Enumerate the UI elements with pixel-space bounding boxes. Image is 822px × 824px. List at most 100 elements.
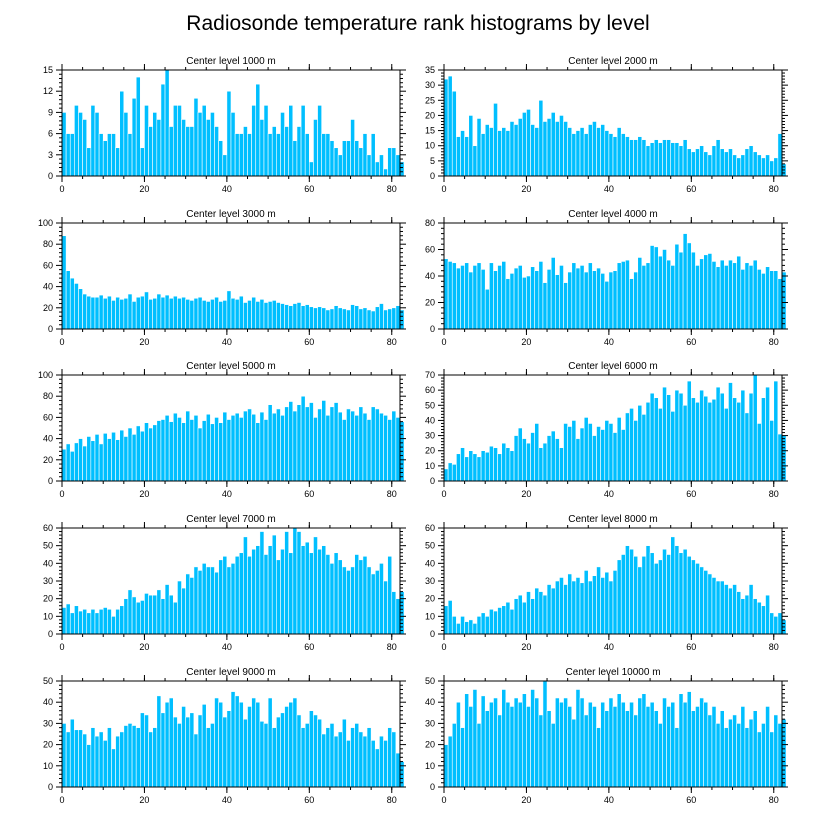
bar (674, 389, 680, 482)
bar (119, 605, 125, 635)
y-tick-label: 0 (48, 629, 53, 639)
bar (177, 417, 182, 482)
bar (366, 309, 372, 330)
bar (682, 404, 688, 482)
bar (752, 710, 758, 788)
bar (391, 410, 397, 482)
bar (526, 275, 531, 330)
bar (201, 105, 207, 177)
bar (193, 414, 199, 482)
bar (674, 243, 680, 330)
bar (107, 608, 112, 635)
y-tick-label: 60 (43, 260, 53, 270)
bar (69, 451, 75, 482)
bar (769, 612, 775, 635)
x-tick-label: 20 (139, 489, 149, 499)
x-tick-label: 20 (521, 795, 531, 805)
bar (592, 575, 597, 635)
bar (587, 423, 593, 482)
bar (484, 124, 490, 177)
bar (94, 434, 100, 482)
bar (337, 307, 343, 330)
bar (571, 420, 577, 482)
bar (337, 559, 343, 635)
bar (559, 577, 564, 635)
bar (567, 426, 573, 482)
bar (230, 414, 236, 482)
bar (728, 587, 733, 635)
bar (513, 267, 519, 330)
bar (288, 552, 294, 635)
bar (538, 447, 544, 482)
bar (288, 105, 294, 177)
bar (98, 731, 104, 788)
bar (350, 410, 355, 482)
bar (226, 566, 232, 635)
bar (267, 697, 273, 788)
y-tick-label: 30 (43, 718, 53, 728)
bar (74, 605, 79, 635)
x-tick-label: 80 (387, 184, 397, 194)
bar (765, 154, 770, 177)
bar (263, 723, 269, 788)
y-tick-label: 30 (425, 576, 435, 586)
bar (616, 693, 622, 788)
bar (707, 714, 713, 788)
bar (102, 740, 108, 788)
bar (456, 623, 461, 635)
bar (658, 255, 663, 330)
bar (288, 701, 294, 788)
bar (168, 697, 174, 788)
bar (144, 593, 149, 635)
bar (234, 412, 240, 482)
bar (715, 139, 721, 177)
bar (115, 608, 121, 635)
bar (370, 740, 376, 788)
bar (554, 697, 560, 788)
bar (707, 401, 713, 482)
bar (649, 701, 655, 788)
x-tick-label: 40 (222, 337, 232, 347)
bar (337, 154, 343, 177)
bar (723, 584, 729, 635)
bar (280, 548, 285, 635)
plot-frame (443, 69, 783, 177)
bar (94, 612, 100, 635)
bar (346, 309, 351, 330)
bar (243, 302, 248, 330)
bar (769, 731, 775, 788)
bar (65, 731, 71, 788)
bar (509, 273, 515, 330)
bar (379, 303, 384, 330)
bar (460, 727, 465, 788)
bar (189, 712, 195, 788)
bar (505, 130, 511, 177)
bar (177, 723, 182, 788)
bar (201, 704, 207, 788)
bar (86, 147, 92, 177)
bar (559, 115, 564, 177)
bar (538, 261, 544, 330)
bar (695, 401, 700, 482)
bar (777, 133, 783, 177)
bar (218, 422, 224, 482)
bar (61, 448, 67, 482)
bar (160, 83, 166, 177)
bar (538, 99, 544, 177)
bar (317, 306, 322, 330)
bar (686, 555, 692, 635)
bar (61, 112, 67, 177)
bar (666, 394, 672, 482)
bar (247, 706, 252, 788)
bar (193, 297, 199, 330)
bar (719, 710, 725, 788)
bar (172, 716, 178, 788)
bar (476, 723, 482, 788)
bar (670, 265, 676, 330)
bar (292, 410, 298, 482)
y-tick-label: 0 (430, 629, 435, 639)
bar (703, 151, 709, 177)
bar (399, 309, 405, 330)
bar (218, 701, 224, 788)
bar (456, 136, 461, 177)
